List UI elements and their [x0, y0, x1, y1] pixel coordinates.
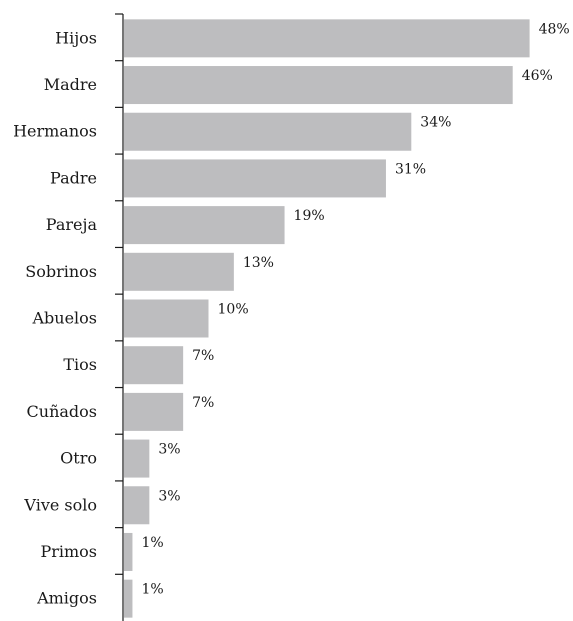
value-label: 1% — [141, 582, 163, 598]
value-label: 3% — [158, 442, 180, 458]
bar-cuñados — [124, 392, 184, 431]
bar-sobrinos — [124, 252, 234, 291]
value-labels: 48% 46% 34% 31% 19% 13% 10% 7% 7% 3% 3% 1% 1% — [141, 21, 569, 597]
category-label: Otro — [60, 449, 97, 468]
value-label: 34% — [420, 115, 451, 131]
category-label: Sobrinos — [25, 262, 97, 281]
category-label: Hermanos — [13, 122, 97, 141]
bar-padre — [124, 159, 386, 198]
bar-tios — [124, 346, 184, 385]
category-label: Vive solo — [23, 495, 97, 514]
value-label: 10% — [218, 302, 249, 318]
value-label: 3% — [158, 488, 180, 504]
category-label: Cuñados — [27, 402, 97, 421]
category-axis — [115, 13, 124, 621]
category-label: Hijos — [55, 28, 97, 47]
value-label: 48% — [539, 21, 570, 37]
bar-primos — [124, 532, 133, 571]
bar-abuelos — [124, 299, 209, 338]
value-label: 7% — [192, 348, 214, 364]
value-label: 46% — [522, 68, 553, 84]
value-label: 31% — [395, 161, 426, 177]
bar-amigos — [124, 579, 133, 618]
bar-madre — [124, 66, 513, 105]
category-label: Amigos — [36, 589, 97, 608]
bar-hijos — [124, 19, 530, 58]
value-label: 7% — [192, 395, 214, 411]
category-label: Abuelos — [31, 309, 97, 328]
bars-group — [124, 19, 530, 618]
category-label: Pareja — [46, 215, 98, 234]
bar-vive-solo — [124, 486, 150, 525]
value-label: 19% — [294, 208, 325, 224]
value-label: 13% — [243, 255, 274, 271]
bar-hermanos — [124, 112, 412, 151]
value-label: 1% — [141, 535, 163, 551]
category-labels: Hijos Madre Hermanos Padre Pareja Sobrinos Abu… — [13, 28, 97, 607]
category-label: Madre — [44, 75, 97, 94]
category-label: Primos — [40, 542, 97, 561]
bar-otro — [124, 439, 150, 478]
bar-pareja — [124, 206, 285, 245]
category-label: Tios — [63, 355, 97, 374]
category-label: Padre — [50, 168, 97, 187]
